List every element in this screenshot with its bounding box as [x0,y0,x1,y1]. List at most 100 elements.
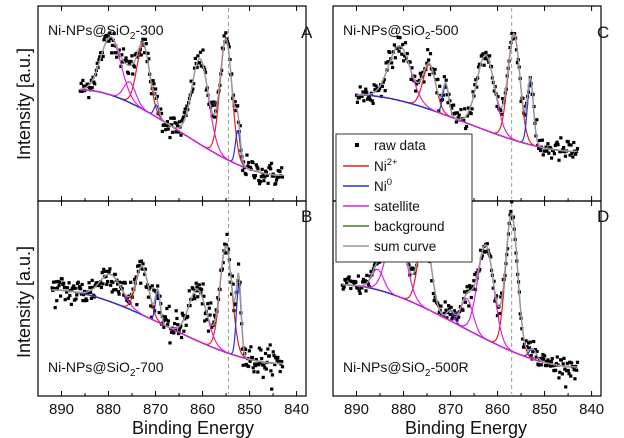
raw-data-point [495,104,499,109]
raw-data-point [269,369,273,373]
raw-data-point [565,361,569,365]
raw-data-point [345,281,349,285]
raw-data-point [364,289,368,293]
legend-label-ni0: Ni0 [374,177,392,194]
raw-data-point [510,31,514,36]
raw-data-point [73,286,77,290]
raw-data-point [402,54,407,58]
raw-data-point [120,53,124,57]
raw-data-point [245,153,249,157]
raw-data-point [534,355,538,359]
raw-data-point [81,78,85,83]
raw-data-point [258,182,262,186]
raw-data-point [100,271,104,275]
raw-data-point [398,36,402,40]
raw-data-point [573,377,577,381]
raw-data-point [180,311,184,315]
raw-data-point [238,124,242,128]
raw-data-point [384,61,388,65]
raw-data-point [225,232,229,237]
raw-data-point [521,337,525,341]
raw-data-point [252,174,256,178]
raw-data-point [442,75,446,79]
raw-data-point [65,290,69,294]
raw-data-point [79,81,83,86]
raw-data-point [475,85,479,89]
raw-data-point [488,54,492,58]
raw-data-point [67,281,71,285]
x-tick-label: 840 [579,401,604,418]
raw-data-point [224,31,228,35]
raw-data-point [141,37,145,41]
raw-data-point [272,353,276,358]
raw-data-point [561,148,565,152]
raw-data-point [355,100,360,104]
peak-satellite [80,36,283,176]
raw-data-point [169,116,173,120]
raw-data-point [193,56,197,61]
legend-label-ni2: Ni2+ [374,157,398,174]
raw-data-point [480,254,484,258]
raw-data-point [371,101,375,106]
raw-data-point [115,282,120,286]
raw-data-point [195,65,199,69]
raw-data-point [149,304,153,308]
raw-data-point [357,289,361,293]
raw-data-point [451,103,456,107]
raw-data-point [453,111,458,115]
raw-data-point [468,284,472,288]
raw-data-point [465,285,469,289]
raw-data-point [255,165,259,169]
raw-data-point [568,153,572,157]
raw-data-point [463,300,468,304]
raw-data-point [208,313,212,317]
raw-data-point [184,323,188,327]
raw-data-point [567,143,571,147]
raw-data-point [127,61,131,65]
raw-data-point [367,95,372,99]
raw-data-point [471,90,475,94]
raw-data-point [131,72,135,76]
raw-data-point [542,357,546,361]
raw-data-point [569,374,573,378]
raw-data-point [223,251,228,255]
raw-data-point [58,294,63,298]
raw-data-point [110,43,115,48]
raw-data-point [146,295,151,299]
legend-box [335,133,473,263]
raw-data-point [122,293,126,297]
raw-data-point [510,200,514,204]
raw-data-point [112,288,116,292]
raw-data-point [143,267,147,271]
raw-data-point [357,96,361,100]
raw-data-point [148,285,152,290]
raw-data-point [230,274,235,278]
raw-data-point [170,130,175,134]
raw-data-point [545,149,549,153]
raw-data-point [176,331,181,336]
raw-data-point [263,175,267,179]
raw-data-point [434,78,438,82]
raw-data-point [180,119,184,123]
raw-data-point [66,296,70,300]
raw-data-point [160,129,164,133]
raw-data-point [349,286,353,291]
raw-data-point [222,34,226,38]
raw-data-point [190,90,194,94]
legend-label-background: background [374,219,445,234]
raw-data-point [163,123,167,128]
raw-data-point [126,296,130,300]
raw-data-point [511,37,515,41]
x-tick-label: 860 [485,401,510,418]
raw-data-point [549,146,553,150]
raw-data-point [165,120,170,124]
panel-d-title: Ni-NPs@SiO2-500R [343,359,469,379]
raw-data-point [252,370,256,374]
raw-data-point [132,277,137,282]
raw-data-point [85,298,89,302]
raw-data-point [489,255,493,259]
raw-data-point [563,367,567,371]
peak-satellite [80,58,283,176]
raw-data-point [109,37,113,41]
raw-data-point [203,311,208,316]
